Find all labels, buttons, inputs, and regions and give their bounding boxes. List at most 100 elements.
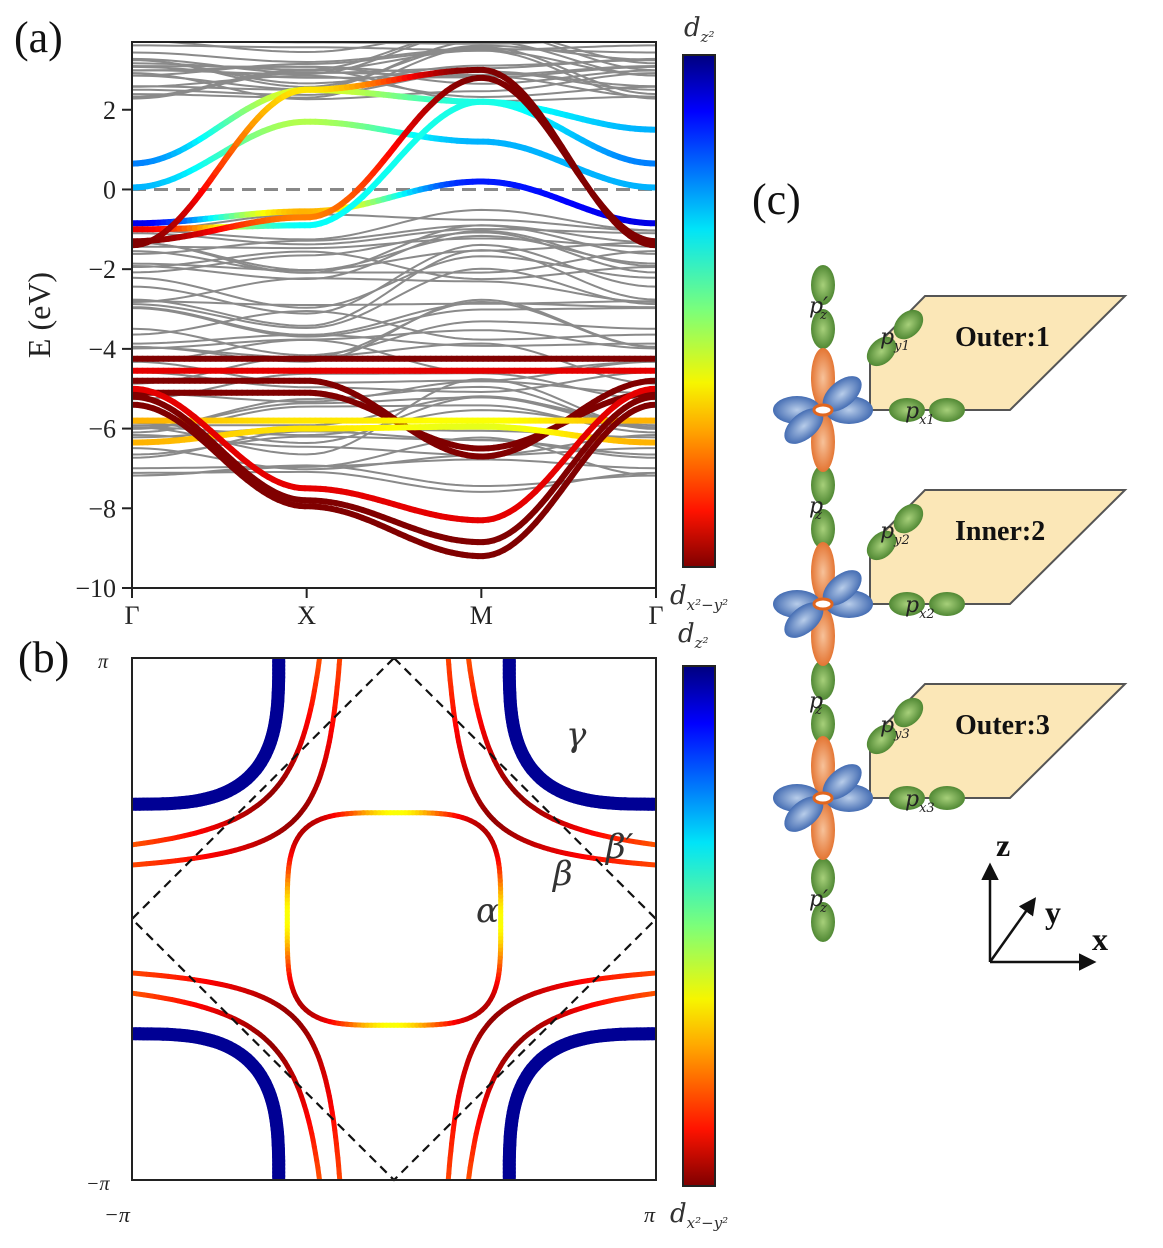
grey-band [132,385,656,430]
grey-band [132,396,656,429]
fs-gamma-pocket-q3 [132,1027,286,1180]
orbital-band-band-14 [132,393,656,546]
grey-band [132,241,656,272]
fs-beta-prime-q1 [132,658,323,848]
px-orbital-1 [889,398,965,422]
grey-band [132,329,656,350]
colorbar-a: dz² dx²−y² [670,13,728,614]
fs-beta-q2 [445,970,656,1180]
orbital-band-band-5 [132,74,656,245]
plot-frame-a [131,41,657,589]
fermi-surface-plot: π −π −π π γ β β′ α [86,651,658,1227]
orbital-bands [132,66,656,560]
fermi-surface-curves [132,658,656,1180]
pz-label-1: pz [809,494,823,523]
grey-band [132,49,656,77]
grey-band [132,267,656,330]
colorbar-b-gradient [682,665,716,1187]
orbital-band-band-6 [132,66,656,249]
layer-label-3: Outer:3 [955,710,1050,741]
grey-band [132,224,656,274]
grey-band [132,250,656,281]
layer-plane-1 [869,295,1128,411]
x-tick-label: M [470,601,493,630]
grey-band [132,302,656,337]
layer-label-1: Outer:1 [955,322,1050,353]
y-tick-b-bottom: −π [86,1173,110,1195]
pz-label-3: p′z [809,887,828,916]
y-tick-label: −2 [88,255,116,284]
annotation-gamma: γ [566,715,587,755]
x-tick-b-right: π [644,1202,656,1227]
py-label-3: py3 [880,713,910,742]
ni-atom-1 [812,403,834,417]
colorbar-a-top-label: dz² [684,13,715,46]
grey-band [132,234,656,272]
y-tick-label: 0 [103,175,116,204]
layer-plane-3 [869,683,1128,799]
pz-orbital-0 [811,265,835,349]
colorbar-a-bottom-label: dx²−y² [670,581,728,614]
dx2y2-orbital-y-2 [784,570,862,638]
band-structure-plot: 2 0 −2 −4 −6 −8 −10 Γ X M Γ E (eV) [21,41,664,630]
layer-label-2: Inner:2 [955,516,1045,547]
grey-band [132,70,656,96]
py-orbital-1 [866,309,924,367]
y-axis-label: E (eV) [21,272,57,358]
dx2y2-orbital-y-1 [784,376,862,444]
x-tick-label: Γ [648,601,663,630]
pz-orbital-3 [811,858,835,942]
y-tick-b-top: π [98,651,109,673]
fs-beta-q1 [132,658,343,868]
px-orbital-3 [889,786,965,810]
panel-label-a: (a) [14,13,63,62]
y-axis-arrow [988,897,1037,963]
grey-band [230,42,578,45]
x-axis-label-c: x [1092,921,1108,957]
annotation-alpha: α [476,891,499,931]
grey-band [132,44,656,88]
y-tick-label: −6 [88,415,116,444]
colorbar-b: dz² dx²−y² [670,619,728,1232]
colorbar-a-gradient [682,54,716,568]
py-label-1: py1 [880,325,910,354]
colorbar-b-top-label: dz² [678,619,709,652]
grey-band [132,249,656,327]
px-label-3: px3 [905,787,935,816]
grey-band [132,380,656,403]
grey-band [132,237,656,250]
px-orbital-2 [889,592,965,616]
grey-band [132,255,656,309]
fs-beta-q3 [132,970,343,1180]
grey-band [132,45,656,99]
y-axis-label-c: y [1045,894,1061,930]
colorbar-b-bottom-label: dx²−y² [670,1199,728,1232]
annotation-beta-prime: β′ [604,827,634,867]
plot-frame-b [131,657,657,1181]
annotation-beta: β [551,854,573,894]
pz-orbital-2 [811,660,835,744]
ni-atom-3 [812,791,834,805]
grey-band [132,243,656,315]
dx2y2-orbital-y-3 [784,764,862,832]
y-tick-label: −10 [75,574,116,603]
y-axis-a: 2 0 −2 −4 −6 −8 −10 [75,96,132,603]
grey-band [132,333,656,347]
pz-orbital-1 [811,465,835,549]
grey-band [132,49,656,100]
grey-band [132,213,656,232]
grey-band [132,227,656,246]
layer-plane-2 [869,489,1128,605]
pz-label-0: p′z [809,294,828,323]
pz-label-2: pz [809,689,823,718]
y-tick-label: 2 [103,96,116,125]
ni-atom-2 [812,597,834,611]
panel-label-b: (b) [18,633,69,682]
x-tick-label: X [297,601,316,630]
grey-band [132,42,656,76]
z-axis-label: z [996,827,1010,863]
fs-alpha-pocket [284,810,504,1028]
py-orbital-3 [866,697,924,755]
